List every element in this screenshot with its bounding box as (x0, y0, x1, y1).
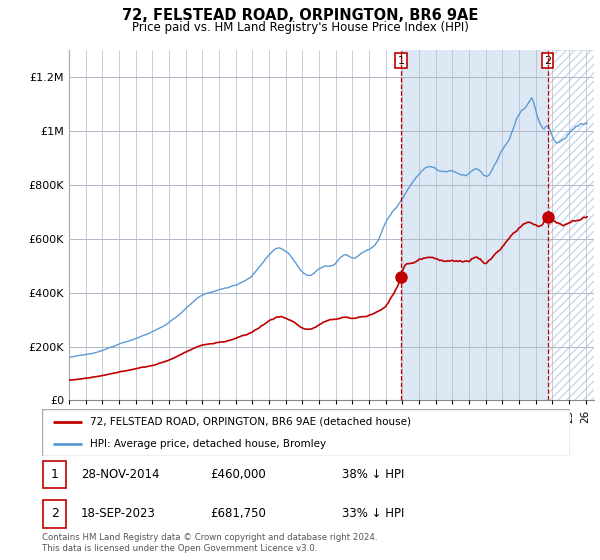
Bar (401, 50, 548, 400)
Bar (548, 50, 594, 400)
Text: 28-NOV-2014: 28-NOV-2014 (81, 468, 160, 481)
Text: 18-SEP-2023: 18-SEP-2023 (81, 507, 156, 520)
Text: £460,000: £460,000 (210, 468, 266, 481)
Text: 33% ↓ HPI: 33% ↓ HPI (342, 507, 404, 520)
Text: HPI: Average price, detached house, Bromley: HPI: Average price, detached house, Brom… (89, 438, 326, 449)
Text: 1: 1 (50, 468, 59, 481)
Text: £681,750: £681,750 (210, 507, 266, 520)
Text: 1: 1 (397, 55, 404, 66)
Text: 2: 2 (544, 55, 551, 66)
Text: 72, FELSTEAD ROAD, ORPINGTON, BR6 9AE (detached house): 72, FELSTEAD ROAD, ORPINGTON, BR6 9AE (d… (89, 417, 410, 427)
Text: Price paid vs. HM Land Registry's House Price Index (HPI): Price paid vs. HM Land Registry's House … (131, 21, 469, 34)
Text: 2: 2 (50, 507, 59, 520)
Bar (548, 50, 594, 400)
Text: 38% ↓ HPI: 38% ↓ HPI (342, 468, 404, 481)
Text: 72, FELSTEAD ROAD, ORPINGTON, BR6 9AE: 72, FELSTEAD ROAD, ORPINGTON, BR6 9AE (122, 8, 478, 24)
Text: Contains HM Land Registry data © Crown copyright and database right 2024.
This d: Contains HM Land Registry data © Crown c… (42, 533, 377, 553)
